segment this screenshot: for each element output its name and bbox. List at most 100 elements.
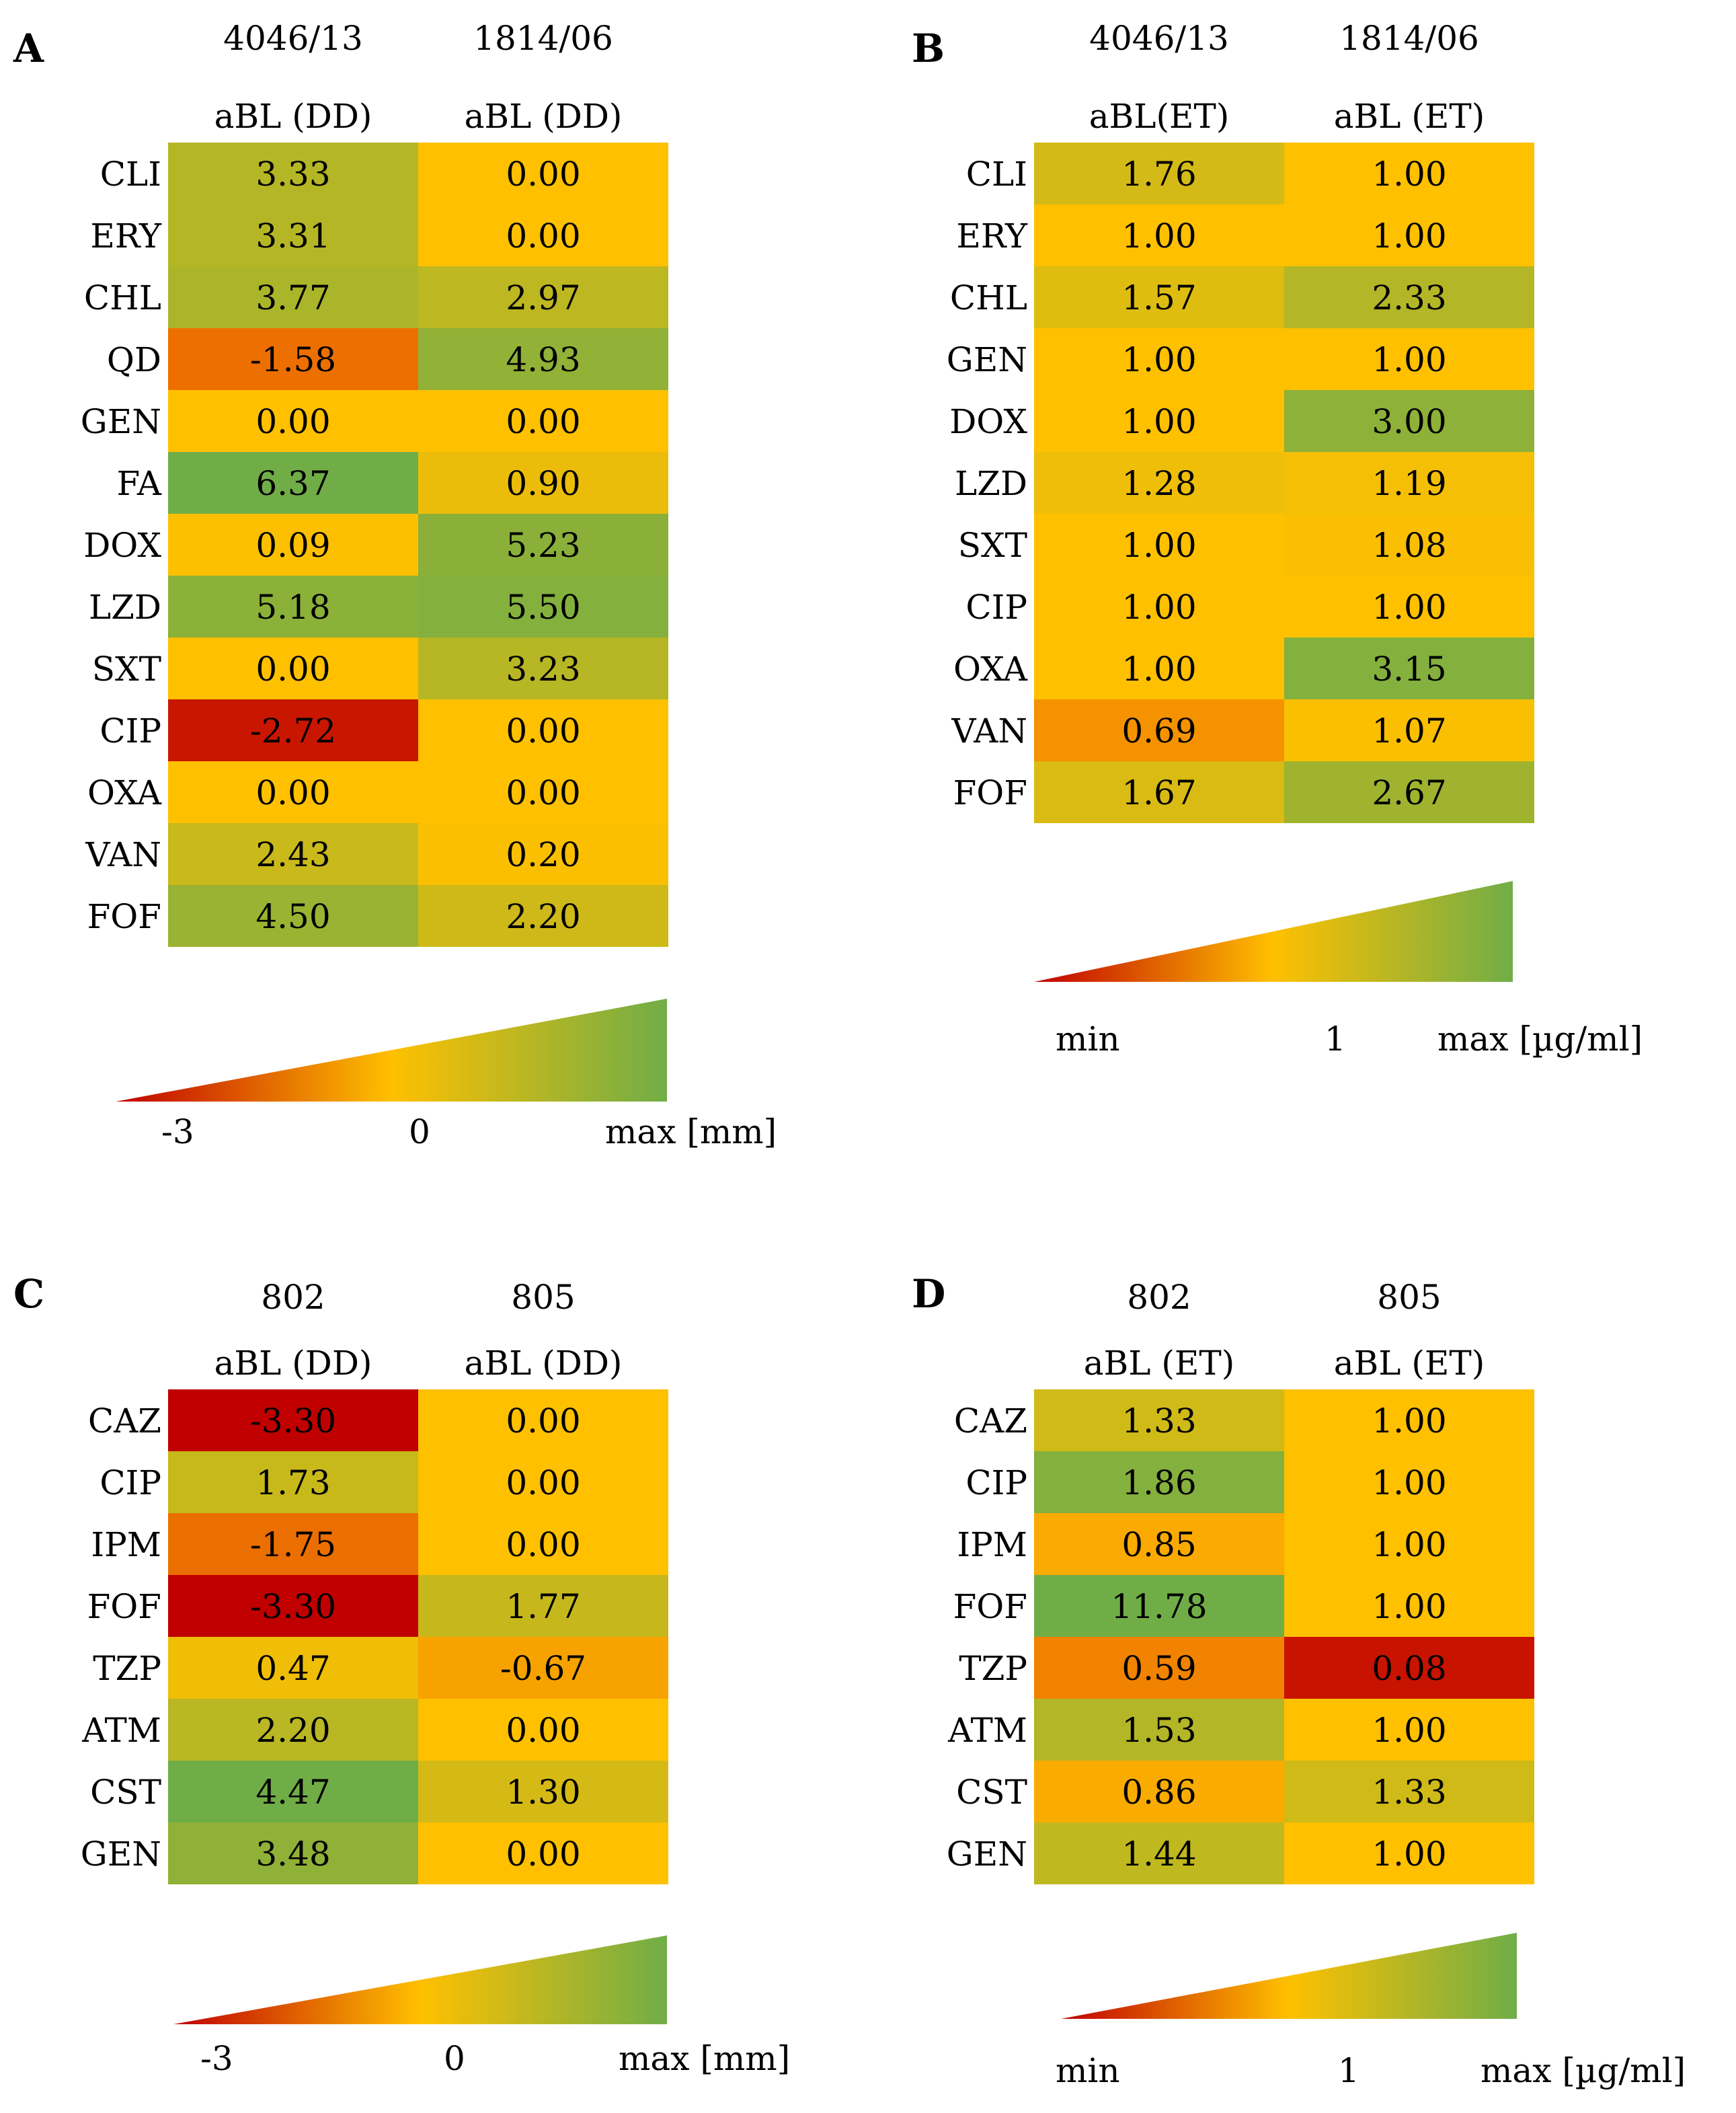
- cell-value: 2.20: [255, 1711, 330, 1750]
- heatmap-cell: [168, 1575, 418, 1637]
- row-label: ATM: [81, 1711, 161, 1750]
- cell-value: 5.23: [506, 526, 580, 565]
- heatmap-cell: [168, 576, 418, 638]
- cell-value: 1.00: [1121, 526, 1196, 565]
- row-label: FOF: [87, 1587, 161, 1626]
- cell-value: 4.93: [506, 340, 580, 379]
- cell-value: 1.77: [506, 1587, 580, 1626]
- cell-value: -1.75: [250, 1525, 336, 1564]
- cell-value: 0.08: [1372, 1649, 1446, 1688]
- cell-value: 1.00: [1121, 650, 1196, 689]
- cell-value: 1.86: [1121, 1463, 1196, 1502]
- cell-value: -0.67: [500, 1649, 586, 1688]
- legend-min-label: -3: [200, 2039, 233, 2078]
- heatmap-cell: [1034, 204, 1284, 266]
- legend-mid-label: 0: [444, 2039, 465, 2078]
- cell-value: 1.00: [1372, 155, 1446, 194]
- heatmap-cell: [1284, 204, 1534, 266]
- cell-value: 4.47: [255, 1773, 330, 1812]
- heatmap-cell: [1284, 1822, 1534, 1884]
- cell-value: -1.58: [250, 340, 336, 379]
- legend-max-label: max [µg/ml]: [1481, 2051, 1686, 2090]
- cell-value: 0.00: [255, 650, 330, 689]
- heatmap-cell: [1034, 390, 1284, 452]
- row-label: CAZ: [954, 1401, 1027, 1440]
- heatmap-cell: [418, 576, 668, 638]
- cell-value: 1.00: [1372, 1711, 1446, 1750]
- panel-d: D 802 aBL (ET) 805 aBL (ET) CAZ 1.33 1.00 CIP 1.8…: [912, 1271, 1686, 2090]
- legend-max-label: max [µg/ml]: [1437, 1020, 1643, 1059]
- heatmap-cell: [1034, 1389, 1284, 1451]
- row-label: ATM: [947, 1711, 1027, 1750]
- panel-letter: B: [912, 26, 945, 71]
- cell-value: 11.78: [1111, 1587, 1207, 1626]
- color-scale-wedge: [1034, 881, 1513, 982]
- cell-value: 2.43: [255, 835, 330, 874]
- row-label: SXT: [958, 526, 1027, 565]
- cell-value: 3.23: [506, 650, 580, 689]
- heatmap-cell: [168, 638, 418, 699]
- column-subtitle: aBL (ET): [1334, 97, 1485, 136]
- legend-mid-label: 1: [1338, 2051, 1359, 2090]
- row-label: LZD: [955, 464, 1027, 503]
- column-title: 1814/06: [1339, 19, 1479, 58]
- cell-value: 1.00: [1121, 340, 1196, 379]
- cell-value: 3.00: [1372, 402, 1446, 441]
- cell-value: 2.67: [1372, 773, 1446, 812]
- cell-value: 0.00: [506, 773, 580, 812]
- heatmap-cell: [1034, 266, 1284, 328]
- heatmap-cell: [1034, 143, 1284, 204]
- heatmap-cell: [1034, 1699, 1284, 1761]
- cell-value: 3.15: [1372, 650, 1446, 689]
- cell-value: 1.00: [1372, 588, 1446, 627]
- row-label: FA: [117, 464, 162, 503]
- row-label: SXT: [92, 650, 161, 689]
- cell-value: -2.72: [250, 712, 336, 751]
- heatmap-cell: [168, 823, 418, 885]
- column-title: 1814/06: [473, 19, 613, 58]
- heatmap-cell: [418, 390, 668, 452]
- cell-value: 1.44: [1121, 1835, 1196, 1874]
- row-label: VAN: [951, 712, 1027, 751]
- legend-min-label: -3: [161, 1112, 194, 1151]
- row-label: QD: [107, 340, 161, 379]
- row-label: GEN: [81, 402, 161, 441]
- cell-value: 0.00: [506, 217, 580, 256]
- column-subtitle: aBL (ET): [1084, 1344, 1235, 1383]
- cell-value: 3.77: [255, 278, 330, 317]
- panel-letter: A: [13, 26, 44, 71]
- heatmap-cell: [1284, 1575, 1534, 1637]
- heatmap-cell: [418, 1637, 668, 1699]
- cell-value: 1.53: [1121, 1711, 1196, 1750]
- cell-value: 1.33: [1372, 1773, 1446, 1812]
- heatmap-cell: [418, 1575, 668, 1637]
- legend-min-label: min: [1056, 2051, 1120, 2090]
- cell-value: 0.00: [506, 1463, 580, 1502]
- panel-letter: D: [912, 1271, 945, 1317]
- row-label: CIP: [100, 1463, 161, 1502]
- heatmap-cell: [168, 514, 418, 576]
- heatmap-cell: [1284, 266, 1534, 328]
- heatmap-cell: [1034, 1451, 1284, 1513]
- heatmap-cell: [418, 1451, 668, 1513]
- heatmap-cell: [418, 266, 668, 328]
- heatmap-cell: [1034, 1575, 1284, 1637]
- heatmap-cell: [418, 1822, 668, 1884]
- legend-min-label: min: [1056, 1020, 1120, 1059]
- row-label: CHL: [84, 278, 161, 317]
- heatmap-cell: [1034, 452, 1284, 514]
- heatmap-cell: [1284, 328, 1534, 390]
- heatmap-cell: [168, 328, 418, 390]
- cell-value: 1.33: [1121, 1401, 1196, 1440]
- heatmap-cell: [418, 885, 668, 947]
- heatmap-cell: [1034, 576, 1284, 638]
- heatmap-cell: [418, 823, 668, 885]
- column-title: 4046/13: [1089, 19, 1229, 58]
- row-label: IPM: [957, 1525, 1027, 1564]
- column-subtitle: aBL (ET): [1334, 1344, 1485, 1383]
- legend-mid-label: 0: [409, 1112, 430, 1151]
- heatmap-cell: [168, 452, 418, 514]
- heatmap-cell: [168, 1822, 418, 1884]
- heatmap-cell: [418, 638, 668, 699]
- cell-value: 1.73: [255, 1463, 330, 1502]
